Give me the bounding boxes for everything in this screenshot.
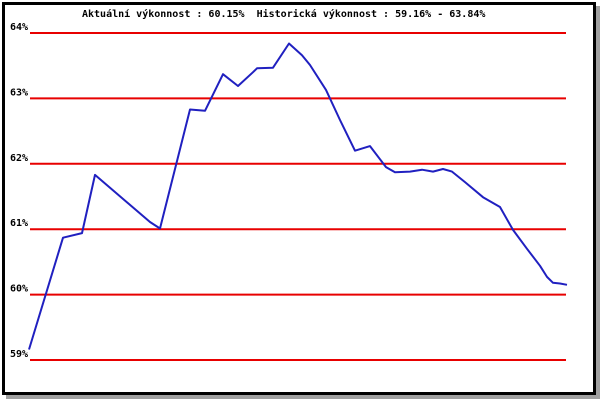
ytick-label: 60%	[10, 284, 28, 295]
ytick-label: 62%	[10, 153, 28, 164]
ytick-label: 61%	[10, 218, 28, 229]
performance-line	[28, 42, 568, 350]
ytick-label: 63%	[10, 87, 28, 98]
ytick-label: 64%	[10, 22, 28, 33]
chart-title: Aktuální výkonnost : 60.15% Historická v…	[82, 9, 486, 20]
chart-frame	[2, 2, 596, 395]
ytick-label: 59%	[10, 349, 28, 360]
